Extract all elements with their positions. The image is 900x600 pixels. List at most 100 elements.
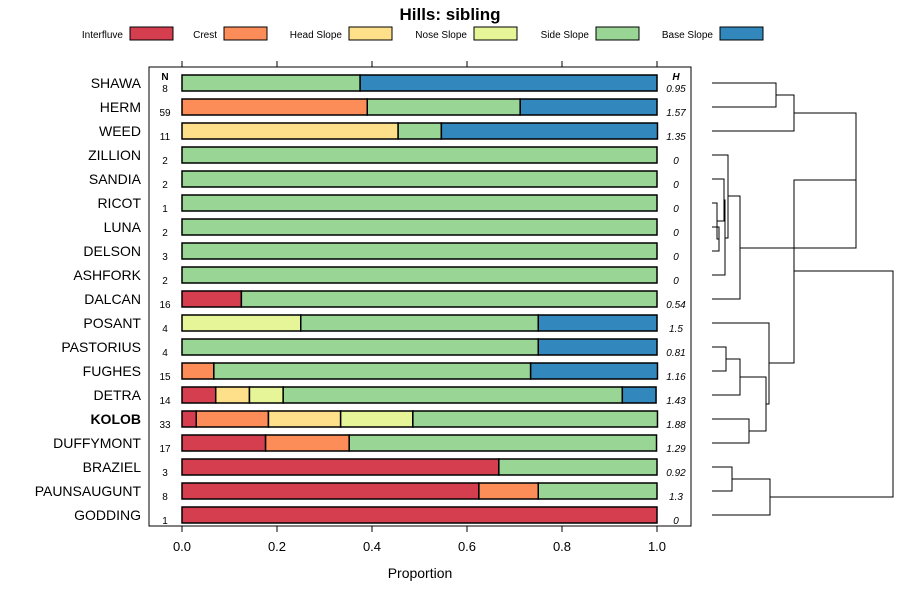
bar-segment-base-slope (537, 314, 658, 332)
dendro-branch (712, 346, 727, 372)
category-label: KOLOB (90, 411, 141, 427)
dendro-branch (712, 82, 777, 108)
bar-segment-interfluve (181, 290, 243, 308)
n-label: 3 (162, 252, 168, 263)
x-tick-label: 0.0 (173, 539, 191, 554)
category-label: RICOT (97, 195, 141, 211)
bar-segment-crest (478, 482, 539, 500)
h-label: 0 (673, 516, 679, 527)
dendro-branch (740, 376, 767, 432)
category-label: SHAWA (91, 75, 142, 91)
legend-label: Nose Slope (415, 30, 467, 41)
h-label: 1.57 (666, 108, 686, 119)
bar-segment-side-slope (181, 170, 658, 188)
bar-segment-side-slope (181, 338, 539, 356)
h-label: 0.92 (666, 468, 686, 479)
legend-label: Side Slope (541, 30, 590, 41)
dendro-branch (712, 195, 741, 300)
legend-label: Head Slope (290, 30, 343, 41)
n-label: 2 (162, 156, 168, 167)
h-label: 1.16 (666, 372, 686, 383)
legend-swatch (348, 26, 393, 41)
h-label: 0 (673, 180, 679, 191)
x-tick-label: 0.6 (458, 539, 476, 554)
h-labels: 0.95 1.57 1.35 0 0 0 0 0 0 0.54 1.5 0.81 1.16 1.43 1.8… (666, 84, 686, 527)
bar-segment-side-slope (213, 362, 532, 380)
x-tick-label: 0.2 (268, 539, 286, 554)
bar-segment-base-slope (529, 362, 659, 380)
category-label: DELSON (83, 243, 141, 259)
top-axis-ticks (181, 61, 658, 67)
category-label: FUGHES (83, 363, 141, 379)
h-column-header: H (672, 72, 680, 83)
bar-segment-side-slope (397, 122, 443, 140)
bar-segment-crest (195, 410, 270, 428)
bar-segment-interfluve (181, 458, 500, 476)
category-label: WEED (99, 123, 141, 139)
h-label: 0 (673, 276, 679, 287)
bar-segment-side-slope (181, 266, 658, 284)
h-label: 0.95 (666, 84, 686, 95)
n-label: 8 (162, 492, 168, 503)
n-label: 2 (162, 180, 168, 191)
bar-segment-interfluve (181, 410, 197, 428)
n-label: 1 (162, 204, 168, 215)
bars (181, 74, 659, 524)
dendro-branch (712, 178, 725, 222)
bar-segment-interfluve (181, 506, 658, 524)
y-axis-labels: SHAWA HERM WEED ZILLION SANDIA RICOT LUNA DELSO… (35, 75, 142, 523)
legend-swatch (473, 26, 518, 41)
n-label: 4 (162, 324, 168, 335)
bar-segment-side-slope (366, 98, 521, 116)
h-label: 1.3 (669, 492, 683, 503)
n-label: 3 (162, 468, 168, 479)
legend-label: Base Slope (662, 30, 714, 41)
n-label: 16 (159, 300, 171, 311)
h-label: 0 (673, 156, 679, 167)
bar-segment-side-slope (282, 386, 624, 404)
bar-segment-interfluve (181, 482, 480, 500)
h-label: 0 (673, 228, 679, 239)
category-label: PAUNSAUGUNT (35, 483, 142, 499)
bar-segment-side-slope (300, 314, 539, 332)
bar-segment-head-slope (214, 386, 251, 404)
bar-segment-nose-slope (181, 314, 302, 332)
dendro-branch (712, 94, 795, 132)
category-label: DETRA (94, 387, 142, 403)
legend-swatch (129, 26, 174, 41)
x-axis: 0.0 0.2 0.4 0.6 0.8 1.0 (173, 526, 666, 554)
bar-segment-interfluve (181, 434, 267, 452)
bar-segment-base-slope (537, 338, 658, 356)
bar-segment-crest (181, 98, 368, 116)
category-label: DALCAN (84, 291, 141, 307)
bar-segment-head-slope (181, 122, 399, 140)
category-label: SANDIA (89, 171, 142, 187)
h-label: 1.35 (666, 132, 686, 143)
legend-swatch (719, 26, 764, 41)
bar-segment-side-slope (537, 482, 658, 500)
legend: Interfluve Crest Head Slope Nose Slope Side … (82, 26, 764, 41)
n-label: 1 (162, 516, 168, 527)
n-label: 59 (159, 108, 171, 119)
dendro-branch (712, 418, 750, 444)
h-label: 1.43 (666, 396, 686, 407)
plot-frame (148, 66, 692, 527)
bar-segment-side-slope (181, 146, 658, 164)
n-label: 11 (160, 132, 171, 143)
n-label: 2 (162, 228, 168, 239)
chart-title: Hills: sibling (399, 5, 500, 24)
n-label: 15 (159, 372, 171, 383)
category-label: HERM (100, 99, 141, 115)
bar-segment-nose-slope (339, 410, 414, 428)
category-label: LUNA (104, 219, 142, 235)
n-label: 14 (159, 396, 171, 407)
category-label: DUFFYMONT (53, 435, 141, 451)
dendro-branch (712, 466, 733, 492)
dendro-branch (712, 154, 729, 239)
n-column-header: N (161, 72, 168, 83)
bar-segment-side-slope (240, 290, 658, 308)
category-label: ZILLION (88, 147, 141, 163)
category-label: POSANT (83, 315, 141, 331)
category-label: ASHFORK (73, 267, 141, 283)
